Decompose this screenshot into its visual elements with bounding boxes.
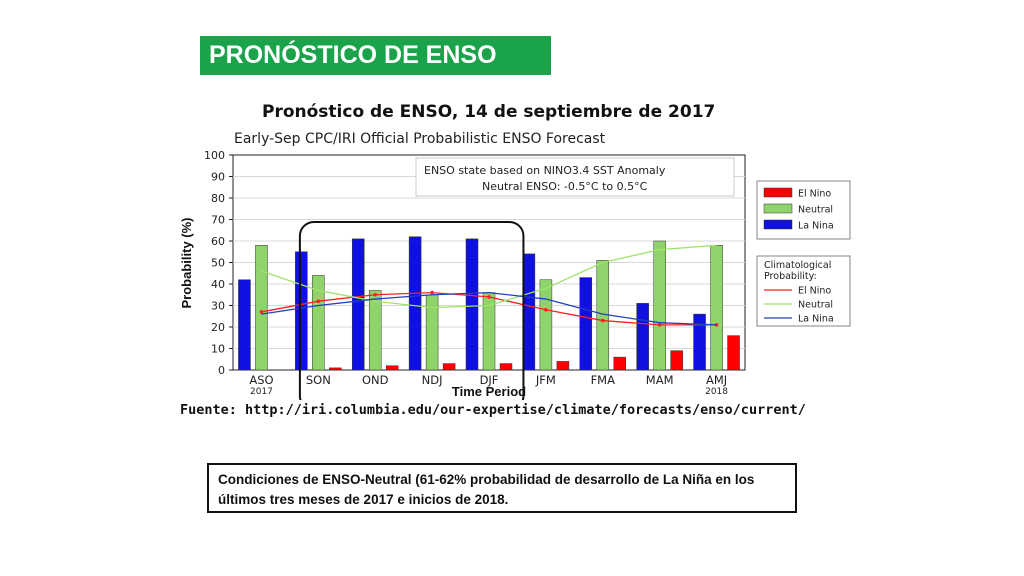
climatology-point-el-nino <box>430 290 434 295</box>
annotation-line-1: ENSO state based on NINO3.4 SST Anomaly <box>424 164 666 177</box>
legend-label: Neutral <box>798 300 833 311</box>
bar-neutral-aso <box>255 245 268 371</box>
bar-la-nina-ndj <box>408 236 422 371</box>
y-tick-label: 70 <box>211 214 225 227</box>
y-axis-label: Probability (%) <box>179 217 194 308</box>
legend-title-line-2: Probability: <box>764 271 817 282</box>
x-tick-label: ASO <box>249 373 273 387</box>
y-tick-label: 0 <box>218 364 225 377</box>
x-tick-label: FMA <box>591 373 616 387</box>
enso-forecast-chart: 0 10 20 30 40 50 60 70 80 90 100 Probability (%) ASO… <box>179 149 851 400</box>
x-tick-label: OND <box>362 373 389 387</box>
bar-neutral-mam <box>653 240 666 371</box>
bar-el-nino-ndj <box>442 363 456 371</box>
y-tick-label: 30 <box>211 300 225 313</box>
annotation-line-2: Neutral ENSO: -0.5°C to 0.5°C <box>482 180 648 193</box>
legend-lines-box <box>756 255 851 327</box>
bar-la-nina-amj <box>693 313 706 371</box>
slide-title: PRONÓSTICO DE ENSO <box>209 41 497 69</box>
x-year-label: 2017 <box>250 387 273 397</box>
bar-el-nino-son <box>329 367 342 371</box>
climatology-point-el-nino <box>259 310 264 314</box>
y-tick-label: 50 <box>211 257 225 270</box>
climatology-point-el-nino <box>600 318 605 323</box>
bar-el-nino-jfm <box>556 361 570 371</box>
bar-el-nino-mam <box>670 350 683 371</box>
legend-label: El Nino <box>798 286 831 297</box>
x-axis-label: Time Period <box>452 384 526 399</box>
y-tick-label: 10 <box>211 343 225 356</box>
x-year-label: 2018 <box>705 387 728 397</box>
y-tick-label: 90 <box>211 171 225 184</box>
climatology-line-la-nina <box>261 291 717 326</box>
x-tick-label: JFM <box>535 373 556 387</box>
bar-el-nino-djf <box>499 363 513 371</box>
climatology-point-el-nino <box>373 292 378 297</box>
bar-la-nina-aso <box>238 279 251 371</box>
climatology-point-el-nino <box>316 299 321 304</box>
chart-title: Pronóstico de ENSO, 14 de septiembre de … <box>262 102 716 122</box>
y-tick-label: 20 <box>211 321 225 334</box>
y-tick-label: 60 <box>211 235 225 248</box>
x-tick-label: AMJ <box>706 373 727 387</box>
legend-swatch-el-nino <box>763 187 793 198</box>
bar-el-nino-ond <box>385 365 399 371</box>
legend-swatch-neutral <box>763 203 793 214</box>
x-tick-label: DJF <box>480 373 499 387</box>
bar-neutral-ndj <box>425 294 439 371</box>
legend-label: La Nina <box>798 314 834 325</box>
climatology-line-neutral <box>261 244 717 309</box>
chart-subtitle: Early-Sep CPC/IRI Official Probabilistic… <box>234 131 606 147</box>
bar-neutral-amj <box>710 245 723 371</box>
legend-label: Neutral <box>798 205 833 216</box>
bar-el-nino-fma <box>613 356 627 371</box>
bar-neutral-jfm <box>539 279 553 371</box>
highlight-box <box>298 221 525 400</box>
legend-swatch-la-nina <box>763 219 793 230</box>
climatology-point-el-nino <box>657 323 662 327</box>
bar-neutral-son <box>312 275 325 371</box>
x-tick-label: NDJ <box>422 373 443 387</box>
legend-label: La Nina <box>798 221 834 232</box>
y-tick-label: 40 <box>211 278 225 291</box>
bar-la-nina-fma <box>579 277 593 371</box>
bar-la-nina-djf <box>465 238 479 371</box>
legend-label: El Nino <box>798 189 831 200</box>
bar-la-nina-son <box>295 251 308 371</box>
summary-note: Condiciones de ENSO-Neutral (61-62% prob… <box>207 463 797 513</box>
y-tick-label: 80 <box>211 192 225 205</box>
bar-la-nina-ond <box>351 238 365 371</box>
x-tick-label: MAM <box>646 373 674 387</box>
legend-title-line-1: Climatological <box>764 260 831 271</box>
climatology-point-el-nino <box>487 295 491 299</box>
slide-title-banner: PRONÓSTICO DE ENSO <box>200 36 551 75</box>
climatology-point-el-nino <box>544 308 548 312</box>
bar-la-nina-jfm <box>522 253 536 371</box>
x-tick-label: SON <box>306 373 331 387</box>
y-tick-label: 100 <box>204 149 225 162</box>
bar-el-nino-amj <box>727 335 740 371</box>
annotation-box <box>415 157 735 197</box>
climatology-point-el-nino <box>714 323 719 327</box>
bar-la-nina-mam <box>636 303 649 371</box>
source-citation: Fuente: http://iri.columbia.edu/our-expe… <box>180 402 806 418</box>
bar-neutral-ond <box>368 290 382 371</box>
